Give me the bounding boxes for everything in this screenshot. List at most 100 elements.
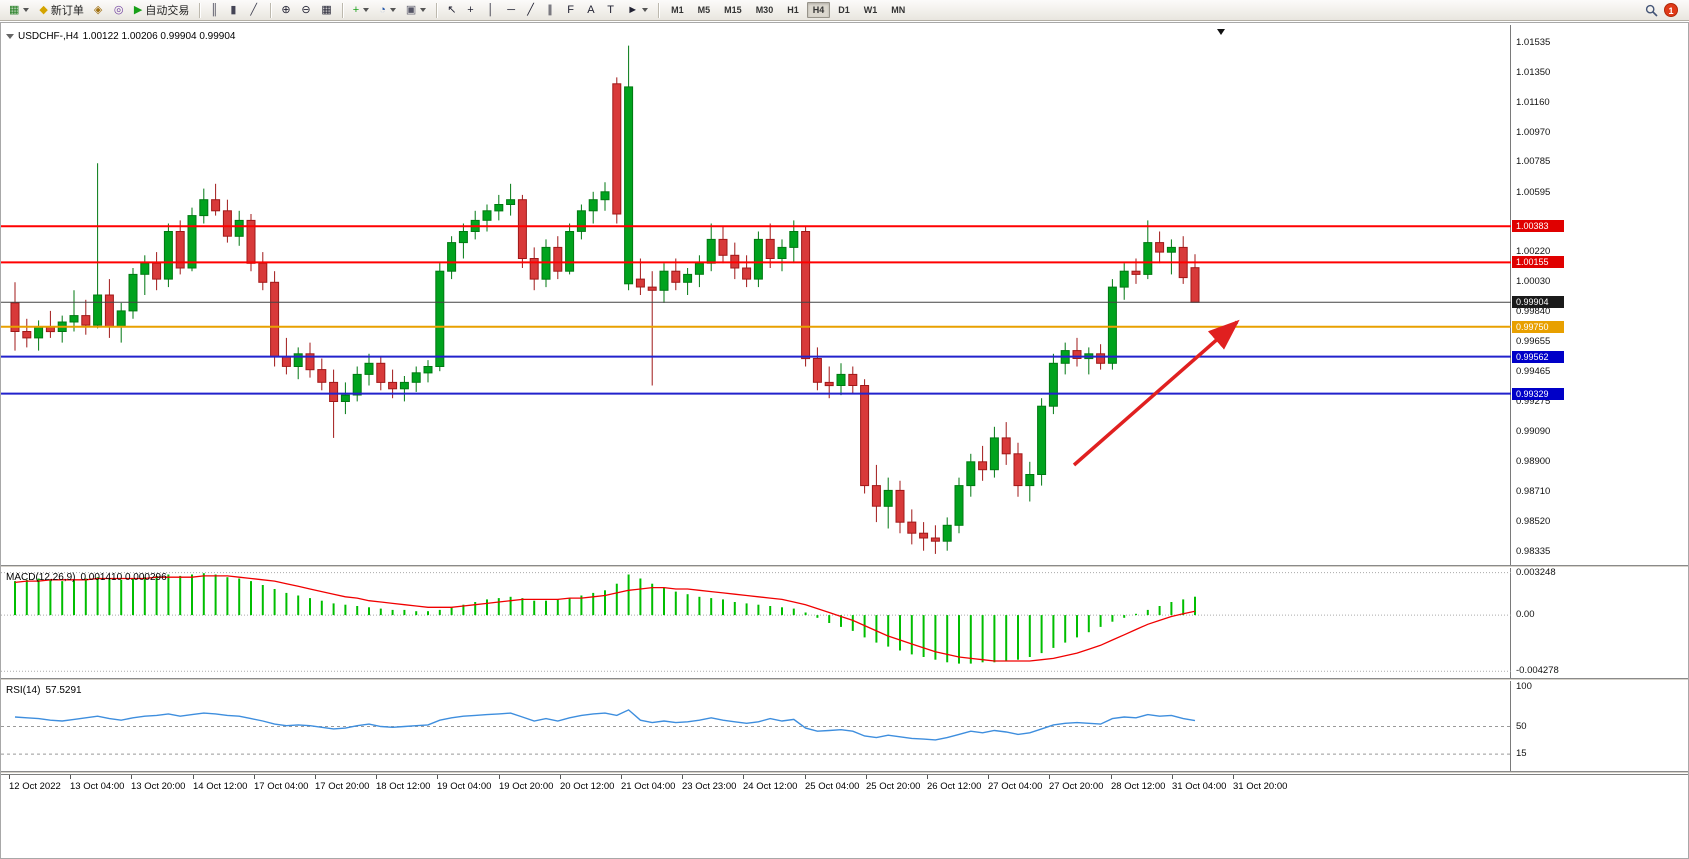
metaeditor-icon: ◈ (93, 4, 103, 16)
crosshair-icon: + (467, 4, 474, 16)
timeframe-button-M15[interactable]: M15 (724, 5, 742, 15)
time-axis-tick (805, 775, 806, 779)
vertical-line-button[interactable]: │ (483, 1, 501, 19)
dropdown-arrow-icon[interactable] (420, 8, 427, 12)
trendline-button[interactable]: ╱ (523, 1, 541, 19)
rsi-label: RSI(14) 57.5291 (6, 685, 87, 696)
time-axis-tick (315, 775, 316, 779)
autotrading-button-label: 自动交易 (145, 5, 190, 17)
time-axis-tick (988, 775, 989, 779)
cursor-icon: ↖ (447, 4, 457, 16)
price-scale-label: 0.98335 (1516, 546, 1551, 557)
candlestick-mode-button[interactable]: ▮ (226, 1, 244, 19)
new-order-button[interactable]: ◆ 新订单 (35, 1, 87, 19)
tile-windows-button[interactable]: ▦ (317, 1, 335, 19)
chart-collapse-icon[interactable] (6, 34, 14, 39)
fibonacci-button[interactable]: F (563, 1, 581, 19)
crosshair-button[interactable]: + (463, 1, 481, 19)
line-chart-mode-icon: ╱ (250, 4, 257, 16)
price-scale-label: 0.98520 (1516, 516, 1551, 527)
price-line-badge: 0.99329 (1512, 388, 1564, 400)
timeframe-button-MN[interactable]: MN (891, 5, 906, 15)
timeframe-button-M30[interactable]: M30 (755, 5, 774, 15)
time-axis-label: 20 Oct 12:00 (560, 781, 615, 792)
timeframe-button-W1[interactable]: W1 (863, 5, 878, 15)
timeframe-button-M1[interactable]: M1 (671, 5, 684, 15)
price-scale-label: 0.98900 (1516, 456, 1551, 467)
zoom-out-button[interactable]: ⊖ (297, 1, 315, 19)
text-label-icon: T (607, 4, 614, 16)
time-axis-label: 27 Oct 20:00 (1049, 781, 1104, 792)
periods-button[interactable]: ◔ (375, 1, 400, 19)
chart-window: USDCHF-,H4 1.00122 1.00206 0.99904 0.999… (0, 22, 1689, 859)
templates-icon: ▣ (405, 4, 417, 16)
trend-arrow-annotation[interactable] (1072, 319, 1240, 467)
chart-shift-marker[interactable] (1217, 29, 1225, 35)
time-axis-tick (131, 775, 132, 779)
arrows-button[interactable]: ► (623, 1, 652, 19)
horizontal-line-button[interactable]: ─ (503, 1, 521, 19)
price-scale-label: 1.00220 (1516, 246, 1551, 257)
arrows-icon: ► (627, 4, 639, 16)
rsi-panel[interactable] (1, 681, 1511, 772)
timeframe-button-H4[interactable]: H4 (806, 2, 831, 18)
price-scale-label: 1.00970 (1516, 127, 1551, 138)
zoom-out-icon: ⊖ (301, 4, 311, 16)
equidistant-channel-button[interactable]: ∥ (543, 1, 561, 19)
panel-separator[interactable] (1, 565, 1688, 568)
macd-scale-label: -0.004278 (1516, 665, 1559, 676)
bar-chart-mode-button[interactable]: ║ (206, 1, 224, 19)
indicators-button[interactable]: + (349, 1, 373, 19)
macd-panel[interactable] (1, 568, 1511, 678)
time-axis-label: 19 Oct 04:00 (437, 781, 492, 792)
new-order-button-label: 新订单 (50, 5, 84, 17)
notifications-badge[interactable]: 1 (1664, 3, 1678, 17)
periods-icon: ◔ (379, 4, 386, 16)
time-axis-tick (682, 775, 683, 779)
time-axis-label: 14 Oct 12:00 (193, 781, 248, 792)
line-chart-mode-button[interactable]: ╱ (246, 1, 264, 19)
equidistant-channel-icon: ∥ (547, 4, 553, 16)
time-axis-tick (70, 775, 71, 779)
price-scale-label: 0.98710 (1516, 486, 1551, 497)
new-chart-button[interactable]: ▦ (5, 1, 33, 19)
panel-separator[interactable] (1, 678, 1688, 681)
mql5-community-button[interactable]: ◎ (110, 1, 128, 19)
rsi-scale-label: 100 (1516, 681, 1532, 692)
templates-button[interactable]: ▣ (402, 1, 430, 19)
time-axis[interactable]: 12 Oct 2022 13 Oct 04:00 13 Oct 20:00 14 Oc… (1, 774, 1688, 796)
rsi-axis[interactable]: 100 50 15 (1512, 681, 1689, 772)
timeframe-button-M5[interactable]: M5 (697, 5, 711, 15)
text-icon: A (587, 4, 595, 16)
price-axis[interactable]: 1.01535 1.01350 1.01160 1.00970 1.00785 1.005… (1512, 25, 1689, 565)
macd-axis[interactable]: 0.003248 0.00 -0.004278 (1512, 568, 1689, 678)
chart-title: USDCHF-,H4 1.00122 1.00206 0.99904 0.999… (6, 31, 236, 42)
zoom-in-button[interactable]: ⊕ (277, 1, 295, 19)
dropdown-arrow-icon[interactable] (363, 8, 370, 12)
macd-title: MACD(12,26,9) (6, 572, 76, 583)
time-axis-tick (866, 775, 867, 779)
dropdown-arrow-icon[interactable] (23, 8, 30, 12)
time-axis-label: 27 Oct 04:00 (988, 781, 1043, 792)
panel-separator[interactable] (1, 771, 1688, 774)
tile-windows-icon: ▦ (321, 4, 332, 16)
rsi-title: RSI(14) (6, 685, 41, 696)
dropdown-arrow-icon[interactable] (389, 8, 396, 12)
dropdown-arrow-icon[interactable] (642, 8, 649, 12)
text-label-button[interactable]: T (603, 1, 621, 19)
metaeditor-button[interactable]: ◈ (90, 1, 108, 19)
time-axis-label: 13 Oct 04:00 (70, 781, 125, 792)
time-axis-label: 25 Oct 04:00 (805, 781, 860, 792)
price-scale-label: 0.99090 (1516, 426, 1551, 437)
cursor-button[interactable]: ↖ (443, 1, 461, 19)
indicators-icon: + (352, 4, 360, 16)
price-scale-label: 1.00785 (1516, 156, 1551, 167)
timeframe-button-H1[interactable]: H1 (787, 5, 799, 15)
autotrading-button[interactable]: ▶ 自动交易 (130, 1, 193, 19)
time-axis-tick (1172, 775, 1173, 779)
timeframe-button-D1[interactable]: D1 (838, 5, 850, 15)
search-button[interactable] (1641, 1, 1662, 19)
text-button[interactable]: A (583, 1, 601, 19)
time-axis-label: 12 Oct 2022 (9, 781, 61, 792)
main-chart-plot[interactable] (1, 25, 1511, 565)
